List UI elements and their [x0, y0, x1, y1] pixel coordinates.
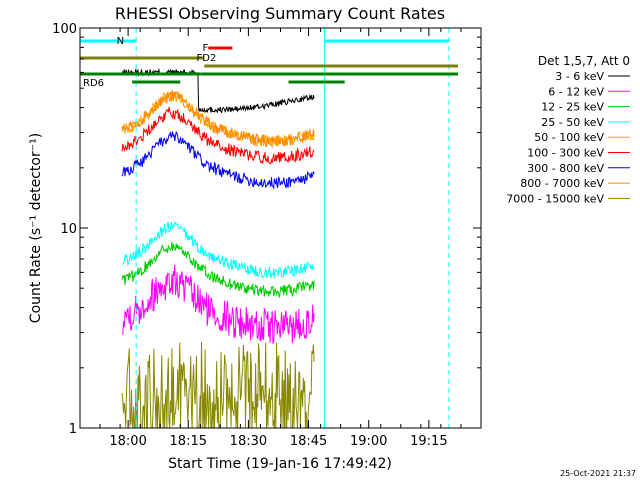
annotation-rd6: RD6 [83, 78, 104, 89]
y-tick-label: 100 [52, 22, 77, 37]
series-line-1 [121, 264, 315, 344]
footer-timestamp: 25-Oct-2021 21:37 [560, 469, 636, 478]
legend-label-4: 50 - 100 keV [534, 131, 604, 144]
y-axis-label: Count Rate (s⁻¹ detector⁻¹) [28, 133, 44, 323]
series-line-6 [121, 130, 315, 191]
series-line-5 [121, 106, 315, 165]
series-line-8 [121, 341, 315, 429]
annotation-n: N [117, 36, 124, 47]
legend-title: Det 1,5,7, Att 0 [538, 54, 630, 68]
legend-label-7: 800 - 7000 keV [520, 177, 604, 190]
legend-label-0: 3 - 6 keV [555, 70, 604, 83]
axis-layer: 18:00 18:15 18:30 18:45 19:00 19:15 100 10 1 [52, 22, 482, 449]
x-tick-label: 19:00 [350, 434, 387, 449]
x-tick-label: 18:15 [170, 434, 207, 449]
series-line-3 [121, 220, 315, 279]
legend-label-1: 6 - 12 keV [548, 85, 604, 98]
x-tick-label: 18:45 [290, 434, 327, 449]
chart-title: RHESSI Observing Summary Count Rates [115, 4, 445, 23]
y-tick-label: 1 [69, 422, 77, 437]
legend-label-5: 100 - 300 keV [527, 147, 604, 160]
legend-label-6: 300 - 800 keV [527, 162, 604, 175]
x-axis-label: Start Time (19-Jan-16 17:49:42) [168, 456, 392, 472]
x-tick-label: 18:00 [109, 434, 146, 449]
legend-label-3: 25 - 50 keV [541, 116, 604, 129]
x-tick-label: 18:30 [230, 434, 267, 449]
series-layer [121, 67, 315, 429]
annotation-f: F [203, 43, 209, 54]
annotation-fd2: FD2 [197, 53, 217, 64]
legend: Det 1,5,7, Att 0 3 - 6 keV 6 - 12 keV 12 -… [506, 54, 630, 205]
x-tick-label: 19:15 [410, 434, 447, 449]
series-line-2 [121, 241, 315, 298]
series-line-7 [121, 89, 315, 147]
legend-label-2: 12 - 25 keV [541, 101, 604, 114]
y-tick-label: 10 [60, 222, 77, 237]
legend-label-8: 7000 - 15000 keV [506, 192, 604, 205]
